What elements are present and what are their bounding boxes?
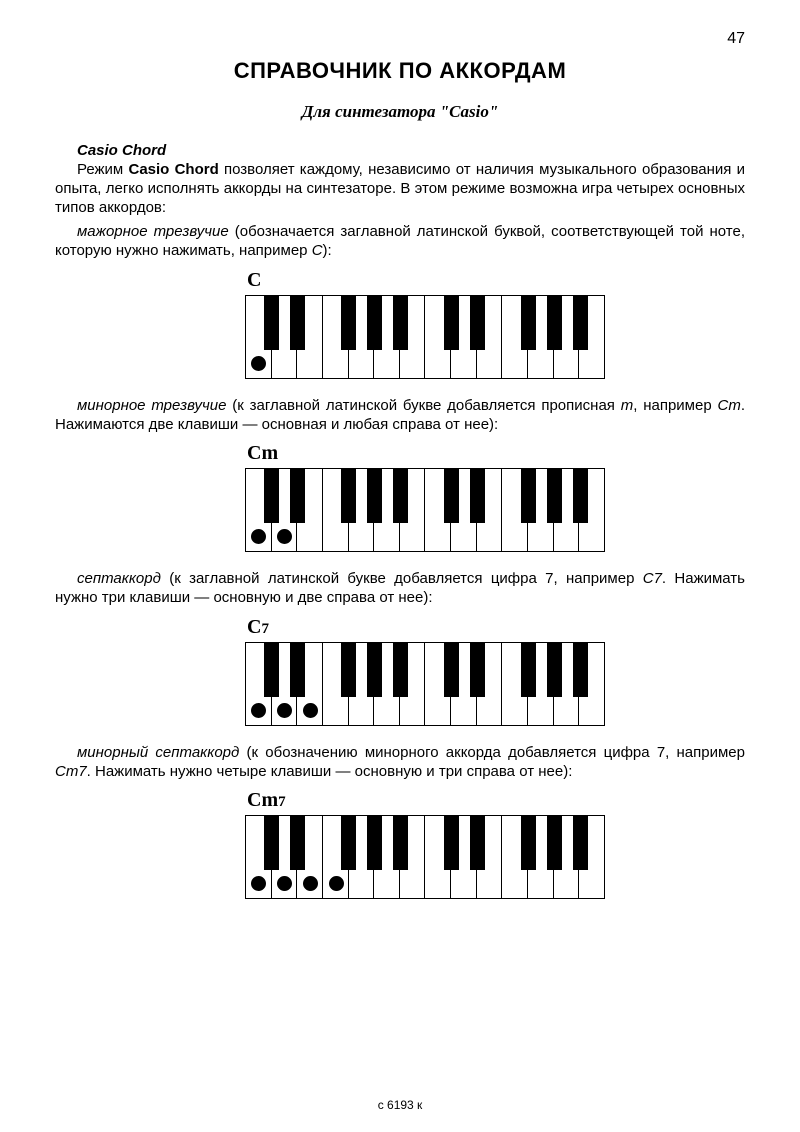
black-key (470, 296, 485, 350)
black-key (573, 296, 588, 350)
black-key (367, 643, 382, 697)
pressed-key-dot (277, 703, 292, 718)
black-key (341, 816, 356, 870)
keyboard-diagram (245, 468, 605, 552)
black-key (367, 469, 382, 523)
chord-block: Cm7 (245, 789, 745, 899)
black-key (521, 643, 536, 697)
chord-description: минорное трезвучие (к заглавной латинско… (55, 397, 745, 435)
chord-block: Cm (245, 442, 745, 552)
chord-description: септаккорд (к заглавной латинской букве … (55, 570, 745, 608)
chord-label: C (247, 269, 745, 292)
keyboard-diagram (245, 815, 605, 899)
black-key (367, 296, 382, 350)
page-number: 47 (727, 30, 745, 48)
chord-description: мажорное трезвучие (обозначается заглавн… (55, 223, 745, 261)
footer-code: с 6193 к (0, 1098, 800, 1112)
black-key (547, 469, 562, 523)
black-key (393, 469, 408, 523)
intro-paragraph: Режим Casio Chord позволяет каждому, нез… (55, 161, 745, 217)
pressed-key-dot (303, 703, 318, 718)
pressed-key-dot (303, 876, 318, 891)
black-key (290, 643, 305, 697)
black-key (264, 816, 279, 870)
black-key (521, 469, 536, 523)
black-key (444, 469, 459, 523)
black-key (264, 296, 279, 350)
black-key (547, 296, 562, 350)
page-title: СПРАВОЧНИК ПО АККОРДАМ (55, 58, 745, 84)
black-key (444, 643, 459, 697)
pressed-key-dot (329, 876, 344, 891)
black-key (521, 296, 536, 350)
black-key (444, 296, 459, 350)
chord-description: минорный септаккорд (к обозначению минор… (55, 744, 745, 782)
black-key (573, 816, 588, 870)
black-key (341, 296, 356, 350)
black-key (470, 643, 485, 697)
keyboard-diagram (245, 642, 605, 726)
black-key (367, 816, 382, 870)
black-key (547, 643, 562, 697)
black-key (264, 469, 279, 523)
chord-block: C (245, 269, 745, 379)
black-key (470, 816, 485, 870)
chords-container: мажорное трезвучие (обозначается заглавн… (55, 223, 745, 899)
black-key (341, 643, 356, 697)
black-key (547, 816, 562, 870)
black-key (290, 816, 305, 870)
subtitle: Для синтезатора "Casio" (55, 102, 745, 122)
black-key (573, 469, 588, 523)
chord-block: C7 (245, 616, 745, 726)
keyboard-diagram (245, 295, 605, 379)
black-key (393, 296, 408, 350)
black-key (290, 296, 305, 350)
black-key (264, 643, 279, 697)
black-key (341, 469, 356, 523)
chord-label: Cm (247, 442, 745, 465)
section-label: Casio Chord (77, 142, 745, 159)
chord-label: C7 (247, 616, 745, 639)
black-key (444, 816, 459, 870)
chord-label: Cm7 (247, 789, 745, 812)
black-key (393, 643, 408, 697)
black-key (521, 816, 536, 870)
black-key (470, 469, 485, 523)
black-key (393, 816, 408, 870)
black-key (573, 643, 588, 697)
black-key (290, 469, 305, 523)
